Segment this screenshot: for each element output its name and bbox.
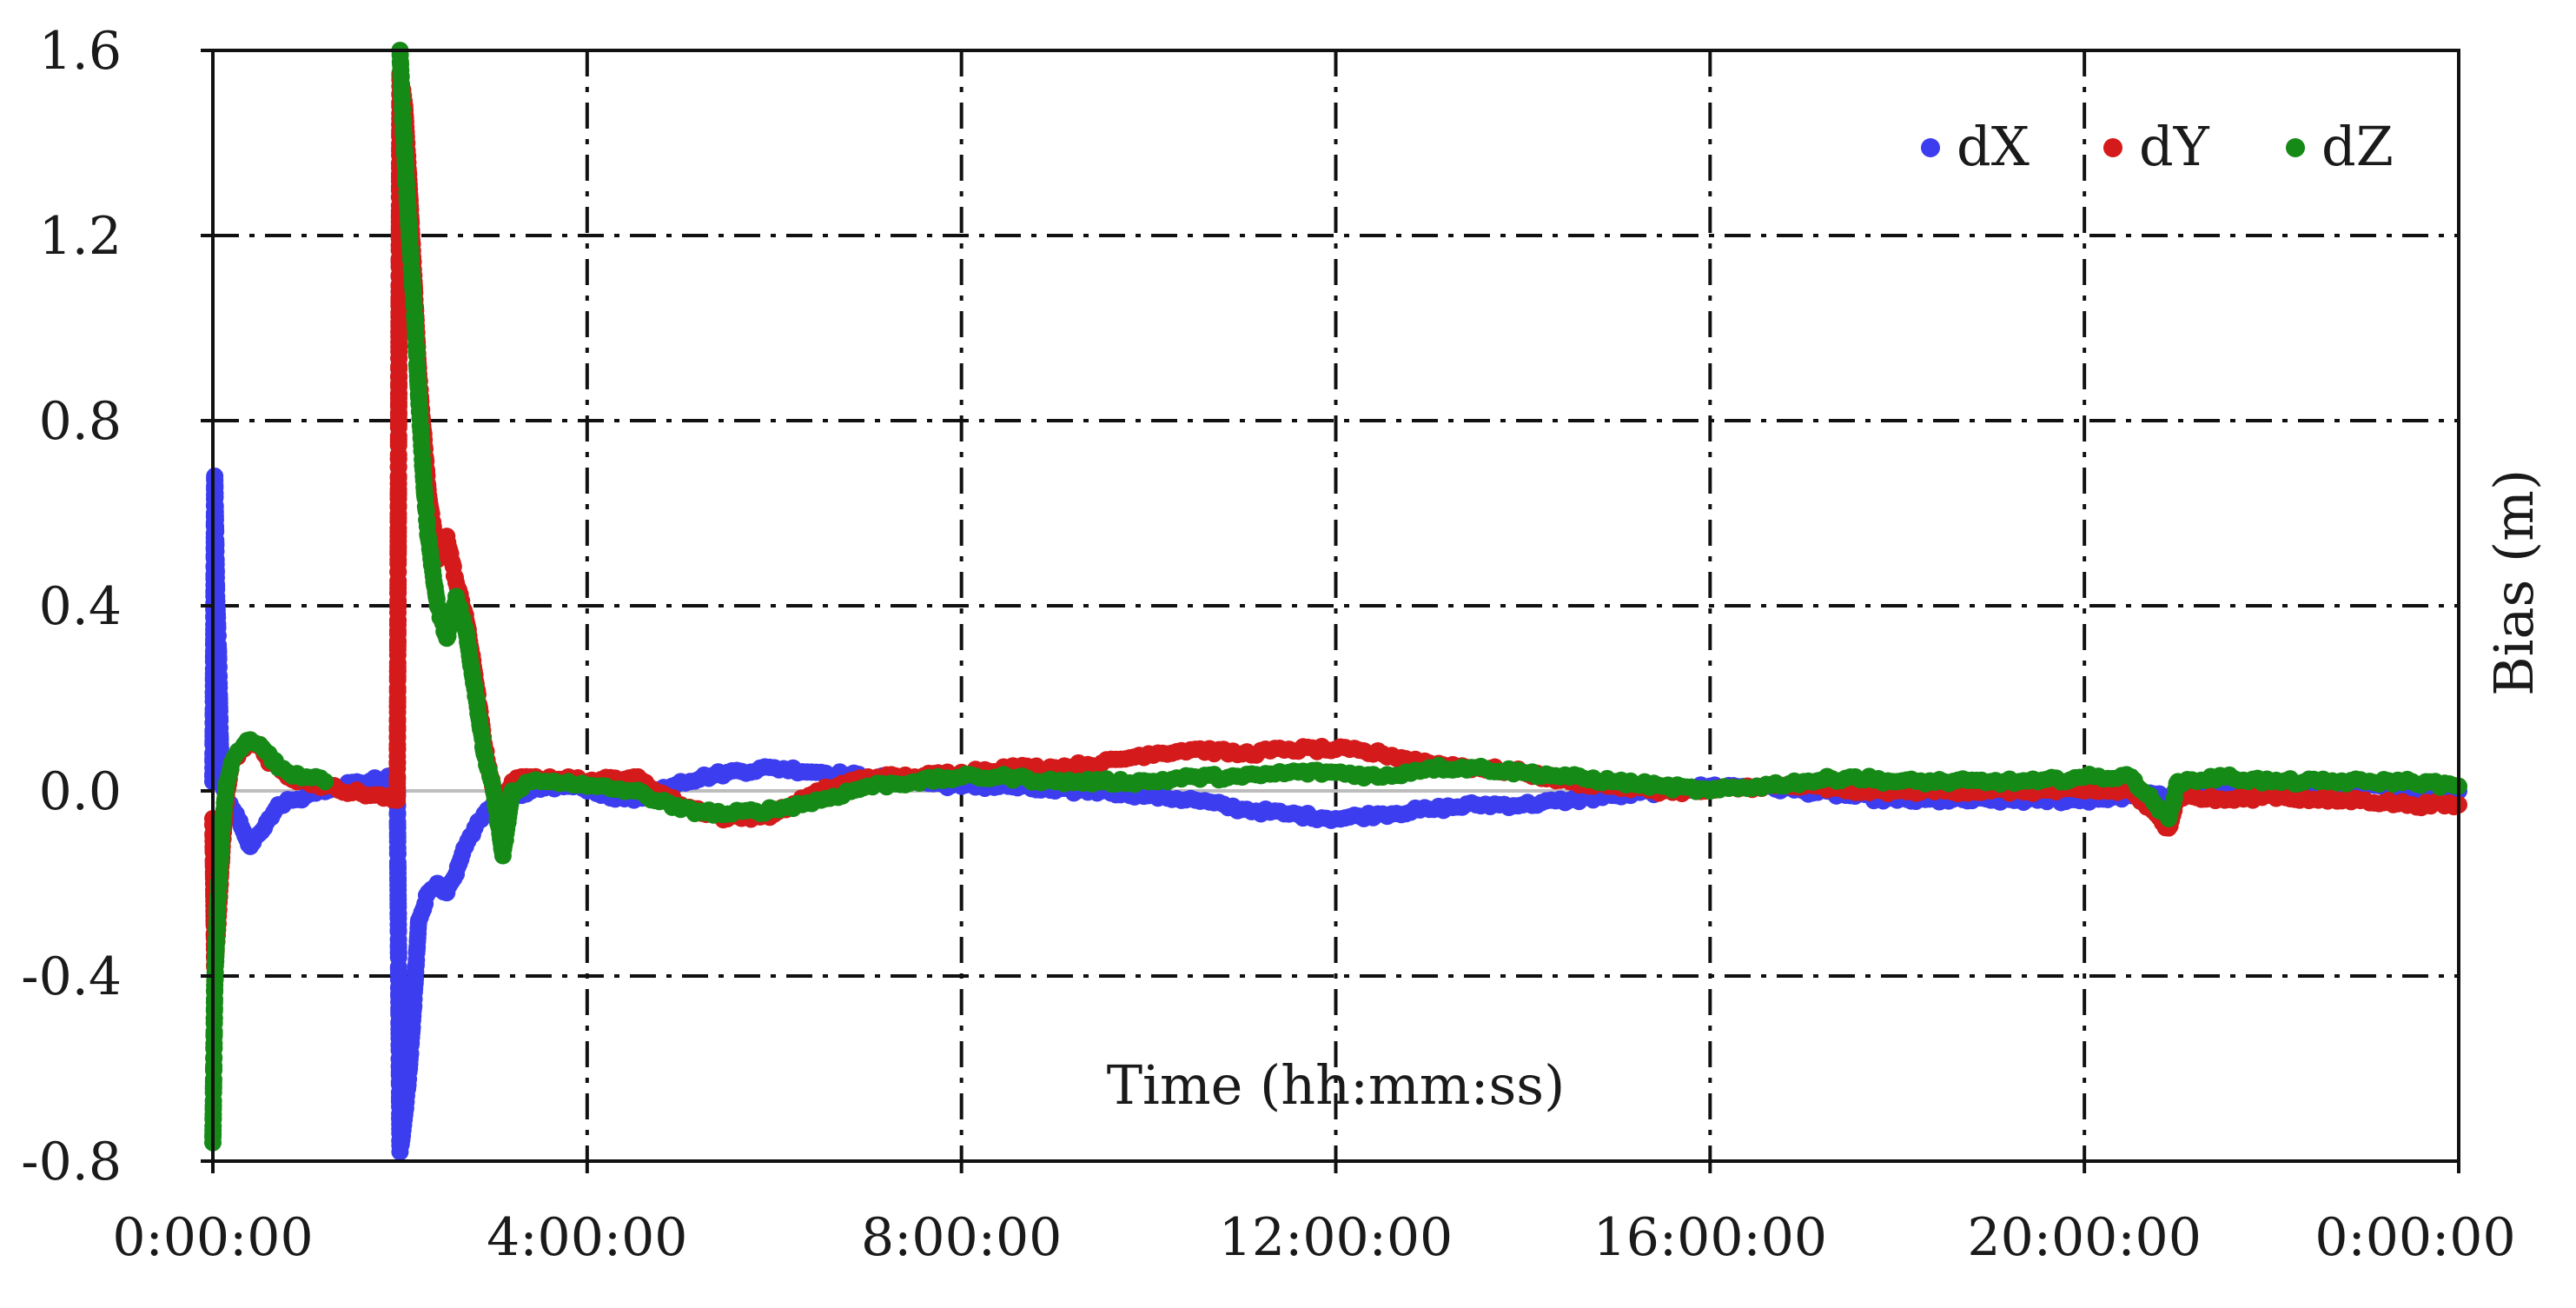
y-axis-title: Bias (m) — [2482, 469, 2546, 696]
x-tick-label: 0:00:00 — [2314, 1207, 2515, 1268]
x-tick-label: 8:00:00 — [861, 1207, 1062, 1268]
series-dZ — [204, 42, 2467, 1152]
x-axis-title: Time (hh:mm:ss) — [1107, 1053, 1566, 1117]
x-tick-label: 16:00:00 — [1593, 1207, 1827, 1268]
y-tick-label: 0.4 — [39, 576, 122, 637]
x-tick-label: 0:00:00 — [112, 1207, 313, 1268]
y-tick-label: 0.8 — [39, 391, 122, 452]
y-tick-label: 0.0 — [39, 761, 122, 822]
data-point-dZ — [316, 773, 334, 791]
y-tick-label: 1.2 — [39, 206, 122, 267]
y-tick-label: -0.4 — [21, 946, 122, 1007]
y-tick-label: -0.8 — [21, 1132, 122, 1192]
x-tick-label: 4:00:00 — [487, 1207, 687, 1268]
y-tick-label: 1.6 — [39, 21, 122, 82]
legend-marker-dX — [1921, 138, 1940, 157]
legend-marker-dZ — [2286, 138, 2305, 157]
axis-ticks: -0.8 -0.4 0.0 0.4 0.8 1.2 1.6 0:00:00 4:00:00 8:0… — [21, 21, 2515, 1268]
legend-label-dX: dX — [1957, 115, 2030, 178]
x-tick-label: 12:00:00 — [1219, 1207, 1453, 1268]
x-tick-label: 20:00:00 — [1967, 1207, 2201, 1268]
legend: dX dY dZ — [1921, 115, 2394, 178]
data-series — [204, 42, 2467, 1161]
legend-marker-dY — [2103, 138, 2122, 157]
legend-label-dY: dY — [2139, 115, 2210, 178]
grid-lines — [213, 50, 2459, 1161]
legend-label-dZ: dZ — [2321, 115, 2394, 178]
